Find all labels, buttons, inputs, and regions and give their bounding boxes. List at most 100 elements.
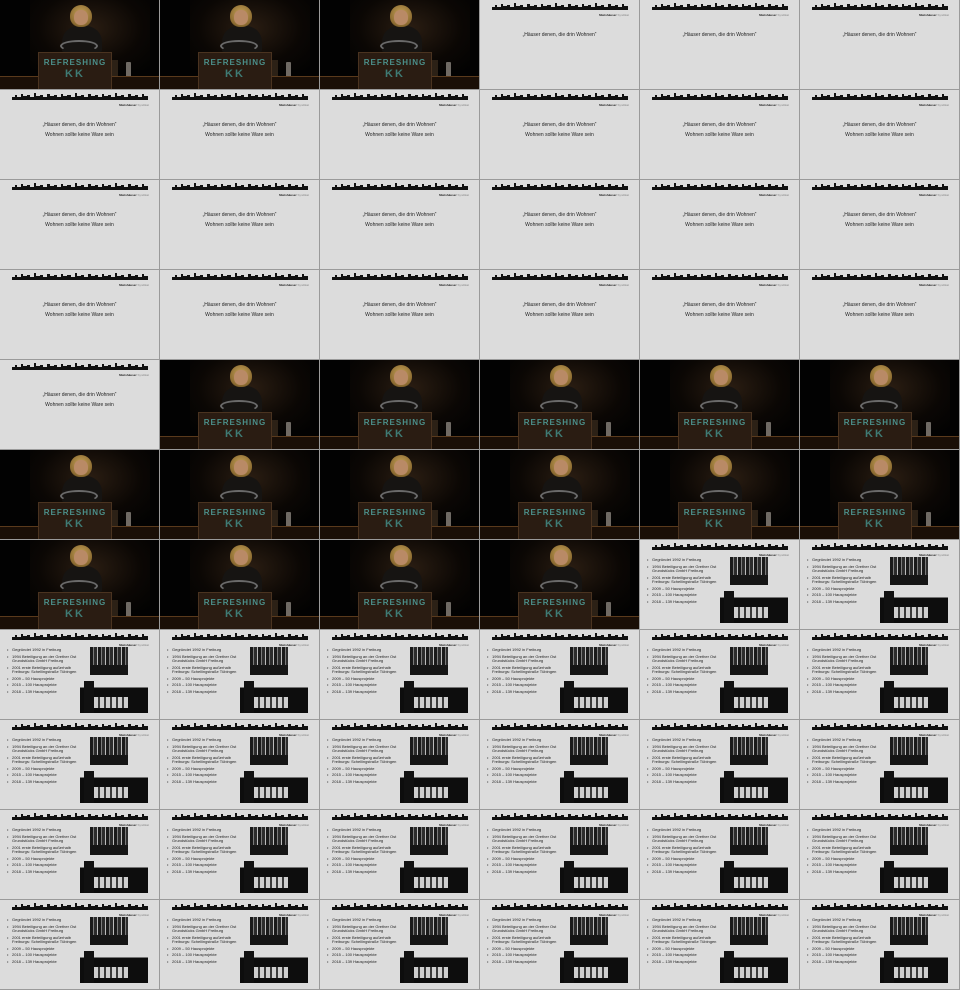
brand-label: Mietshäuser Syndikat xyxy=(599,643,629,647)
historic-photo-small xyxy=(890,557,928,585)
podium: REFRESHING KK xyxy=(518,592,592,629)
slide-history-frame: Mietshäuser Syndikat Gegründet 1992 in F… xyxy=(800,540,960,630)
history-bullet: 2018 – 139 Hausprojekte xyxy=(647,599,729,604)
historic-photo-building xyxy=(880,859,948,893)
history-bullet: 2015 – 100 Hausprojekte xyxy=(7,773,89,778)
slide-history-frame: Mietshäuser Syndikat Gegründet 1992 in F… xyxy=(480,810,640,900)
podium-subtitle: KK xyxy=(865,518,885,530)
speaker-face xyxy=(394,550,408,565)
slide-history-frame: Mietshäuser Syndikat Gegründet 1992 in F… xyxy=(160,900,320,990)
slide-title: „Häuser denen, die drin Wohnen“ xyxy=(842,302,917,308)
history-bullet: 2001 erste Beteiligung außerhalb Freibur… xyxy=(167,755,249,765)
skyline-graphic xyxy=(492,93,628,100)
history-bullet-list: Gegründet 1992 in Freiburg 1994 Beteiligu… xyxy=(7,917,89,967)
history-bullet: 1994 Beteiligung an der Grether Ost Grun… xyxy=(487,834,569,844)
building-windows xyxy=(894,697,928,708)
slide-quote-frame: Mietshäuser Syndikat „Häuser denen, die … xyxy=(320,270,480,360)
history-bullet-list: Gegründet 1992 in Freiburg 1994 Beteiligu… xyxy=(807,917,889,967)
history-bullet-list: Gegründet 1992 in Freiburg 1994 Beteiligu… xyxy=(487,827,569,877)
stage-frame: REFRESHING KK xyxy=(0,540,160,630)
historic-photo-building xyxy=(560,949,628,983)
history-bullet: 2015 – 100 Hausprojekte xyxy=(487,773,569,778)
skyline-graphic xyxy=(12,363,148,370)
history-bullet: 2015 – 100 Hausprojekte xyxy=(167,863,249,868)
history-bullet-list: Gegründet 1992 in Freiburg 1994 Beteiligu… xyxy=(807,737,889,787)
historic-photo-small xyxy=(570,737,608,765)
history-bullet: 2015 – 100 Hausprojekte xyxy=(807,953,889,958)
history-bullet: 2009 – 50 Hausprojekte xyxy=(487,946,569,951)
speaker-face xyxy=(554,550,568,565)
history-bullet: 2001 erste Beteiligung außerhalb Freibur… xyxy=(327,935,409,945)
history-bullet: 1994 Beteiligung an der Grether Ost Grun… xyxy=(7,834,89,844)
building-windows xyxy=(94,697,128,708)
history-bullet: 2009 – 50 Hausprojekte xyxy=(647,676,729,681)
stage-frame: REFRESHING KK xyxy=(320,540,480,630)
building-windows xyxy=(894,967,928,978)
slide-history-frame: Mietshäuser Syndikat Gegründet 1992 in F… xyxy=(0,720,160,810)
building-tower xyxy=(724,681,734,713)
history-bullet: 2018 – 139 Hausprojekte xyxy=(167,779,249,784)
stage-prop xyxy=(430,510,438,527)
building-windows xyxy=(734,787,768,798)
history-bullet: 2018 – 139 Hausprojekte xyxy=(807,689,889,694)
slide-quote-frame: Mietshäuser Syndikat „Häuser denen, die … xyxy=(0,180,160,270)
skyline-graphic xyxy=(172,633,308,640)
history-bullet: 2015 – 100 Hausprojekte xyxy=(327,953,409,958)
history-bullet: Gegründet 1992 in Freiburg xyxy=(7,917,89,922)
podium: REFRESHING KK xyxy=(38,52,112,89)
history-bullet: 2009 – 50 Hausprojekte xyxy=(167,766,249,771)
history-bullet: 1994 Beteiligung an der Grether Ost Grun… xyxy=(7,744,89,754)
microphone xyxy=(220,40,258,52)
historic-photo-small xyxy=(890,647,928,675)
history-bullet: 2009 – 50 Hausprojekte xyxy=(807,766,889,771)
skyline-graphic xyxy=(812,903,948,910)
historic-photo-small xyxy=(410,917,448,945)
history-bullet: 1994 Beteiligung an der Grether Ost Grun… xyxy=(7,924,89,934)
water-bottle xyxy=(766,422,771,437)
skyline-graphic xyxy=(172,183,308,190)
slide-history-frame: Mietshäuser Syndikat Gegründet 1992 in F… xyxy=(480,900,640,990)
microphone xyxy=(860,400,898,412)
history-bullet: Gegründet 1992 in Freiburg xyxy=(167,917,249,922)
historic-photo-building xyxy=(80,949,148,983)
history-bullet: 2015 – 100 Hausprojekte xyxy=(7,683,89,688)
historic-photo-small xyxy=(890,827,928,855)
microphone xyxy=(700,400,738,412)
skyline-graphic xyxy=(492,633,628,640)
skyline-graphic xyxy=(12,633,148,640)
brand-label: Mietshäuser Syndikat xyxy=(919,193,949,197)
podium-subtitle: KK xyxy=(705,428,725,440)
skyline-graphic xyxy=(492,273,628,280)
history-bullet: 2015 – 100 Hausprojekte xyxy=(327,863,409,868)
history-bullet: 2009 – 50 Hausprojekte xyxy=(167,856,249,861)
speaker-face xyxy=(714,460,728,475)
historic-photo-building xyxy=(240,949,308,983)
history-bullet: 2018 – 139 Hausprojekte xyxy=(487,959,569,964)
slide-subtitle: Wohnen sollte keine Ware sein xyxy=(845,222,914,228)
slide-quote-frame: Mietshäuser Syndikat „Häuser denen, die … xyxy=(320,180,480,270)
historic-photo-building xyxy=(400,679,468,713)
history-bullet: 1994 Beteiligung an der Grether Ost Grun… xyxy=(487,744,569,754)
brand-label: Mietshäuser Syndikat xyxy=(759,283,789,287)
podium: REFRESHING KK xyxy=(358,502,432,539)
skyline-graphic xyxy=(172,723,308,730)
history-bullet: 2018 – 139 Hausprojekte xyxy=(807,779,889,784)
slide-history-frame: Mietshäuser Syndikat Gegründet 1992 in F… xyxy=(480,720,640,810)
skyline-graphic xyxy=(332,183,468,190)
historic-photo-small xyxy=(730,917,768,945)
brand-label: Mietshäuser Syndikat xyxy=(119,103,149,107)
historic-photo-small xyxy=(410,827,448,855)
stage-frame: REFRESHING KK xyxy=(480,360,640,450)
speaker-face xyxy=(394,460,408,475)
brand-label: Mietshäuser Syndikat xyxy=(919,553,949,557)
history-bullet: 2015 – 100 Hausprojekte xyxy=(807,593,889,598)
brand-label: Mietshäuser Syndikat xyxy=(919,103,949,107)
brand-label: Mietshäuser Syndikat xyxy=(759,823,789,827)
history-bullet: 2009 – 50 Hausprojekte xyxy=(327,766,409,771)
speaker-face xyxy=(394,10,408,25)
historic-photo-building xyxy=(240,679,308,713)
brand-label: Mietshäuser Syndikat xyxy=(599,823,629,827)
brand-label: Mietshäuser Syndikat xyxy=(759,553,789,557)
skyline-graphic xyxy=(492,3,628,10)
building-tower xyxy=(724,771,734,803)
